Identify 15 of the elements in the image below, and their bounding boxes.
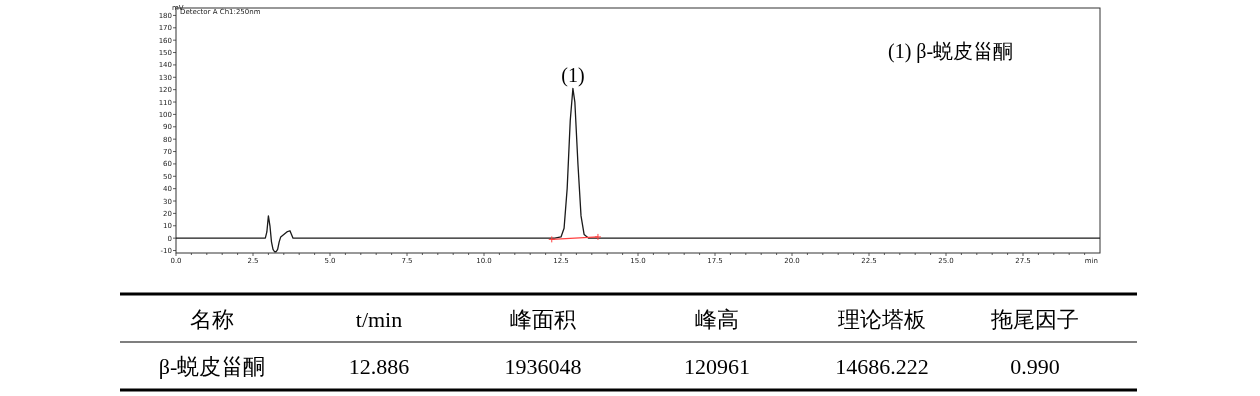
annotation: (1) <box>561 64 585 88</box>
text: 14686.222 <box>835 354 929 379</box>
text: 峰高 <box>695 307 739 332</box>
text: 120961 <box>684 354 750 379</box>
text: β-蜕皮甾酮 <box>158 354 266 379</box>
text: t/min <box>355 307 403 332</box>
text: 12.886 <box>348 354 410 379</box>
text: 理论塔板 <box>838 307 926 332</box>
text: 1936048 <box>504 354 582 379</box>
text: 名称 <box>190 307 234 332</box>
text: 拖尾因子 <box>990 307 1079 332</box>
line-series <box>175 87 1101 253</box>
text: 0.990 <box>1010 354 1060 379</box>
annotation: (1) β-蜕皮甾酮 <box>888 40 1014 63</box>
text: 峰面积 <box>510 307 576 332</box>
